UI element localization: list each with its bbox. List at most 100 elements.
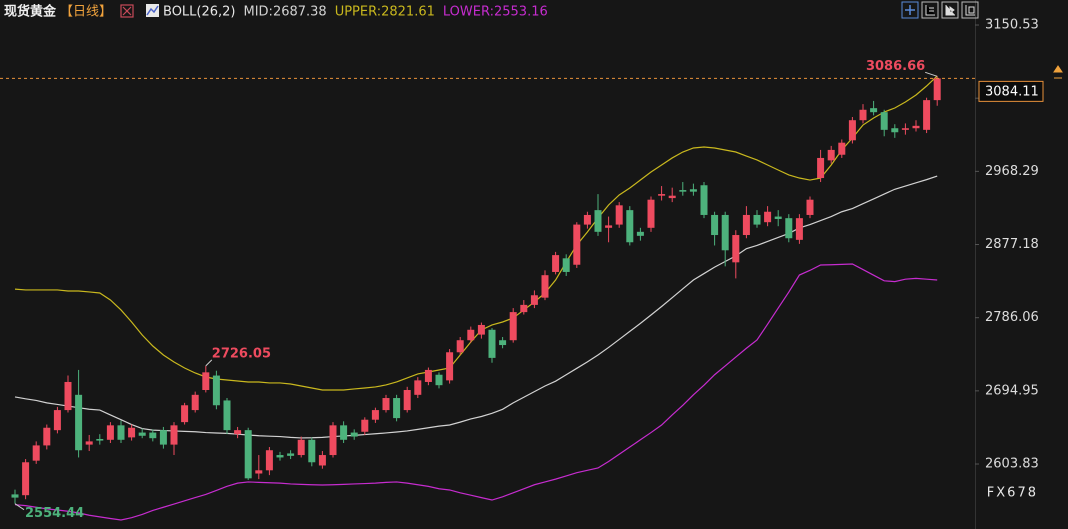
annotation-leader [205,359,213,367]
candle-body [43,427,51,446]
candle-body [583,214,591,225]
candle-body [901,128,909,130]
y-axis: 3150.533059.412968.292877.182786.062694.… [975,18,1044,472]
candle-body [912,125,920,129]
candle-body [361,419,369,432]
candle-body [318,455,326,466]
candle-body [244,430,252,479]
candle-body [817,157,825,179]
candle-body [499,340,507,346]
candle-body [552,255,560,272]
candle-body [626,210,634,243]
candle-body [64,381,72,411]
candle-body [159,430,167,445]
annotation-leader [14,503,25,511]
candle-body [128,427,136,438]
y-tick-label: 2968.29 [985,164,1039,179]
scroll-marker[interactable] [1053,65,1063,79]
price-label-box [978,80,1044,102]
candle-body [403,390,411,411]
candle-body [711,214,719,236]
candle-body [106,425,114,440]
annotation-leader [925,71,938,77]
candle-body [424,369,432,382]
candle-body [53,410,61,431]
candle-body [435,374,443,386]
candle-body [848,120,856,141]
chart-title: 现货黄金 [4,4,57,20]
indicator-name: BOLL(26,2) [163,5,236,20]
candle-body [350,432,358,437]
indicator-readout: MID:2687.38 [244,5,327,20]
high-annotation: 2726.05 [212,346,271,361]
plot-area: 3086.66 2554.44 2726.05 [0,59,975,521]
candle-body [191,394,199,411]
candle-body [340,425,348,440]
candle-body [414,380,422,395]
candle-body [509,312,517,341]
candle-body [382,398,390,411]
candle-body [721,214,729,251]
tool-button[interactable] [961,1,979,19]
candle-body [446,352,454,381]
candle-body [456,340,464,353]
candle-body [541,275,549,298]
candle-body [181,405,189,423]
candle-body [647,199,655,228]
candle-body [605,225,613,228]
tool-button[interactable] [921,1,939,19]
candle-body [742,214,750,236]
band-line [14,75,938,391]
candle-body [234,430,242,435]
candle-body [880,112,888,130]
candle-body [658,194,666,196]
indicator-icon[interactable] [146,4,159,17]
candle-body [689,189,697,192]
low-annotation: 2554.44 [25,506,84,521]
header: 现货黄金 【日线】 BOLL(26,2) MID:2687.38 UPPER:28… [4,4,548,20]
tool-button[interactable] [941,1,959,19]
candle-body [255,470,263,474]
candle-body [891,128,899,133]
zoom-button[interactable] [901,1,919,19]
candle-body [732,235,740,263]
candle-body [467,329,475,341]
y-tick-label: 3150.53 [985,18,1039,33]
candle-body [520,304,528,313]
candle-body [774,216,782,219]
candle-body [75,394,83,451]
candle-body [700,185,708,215]
toolbar [901,1,979,19]
candle-body [679,190,687,192]
candle-body [827,149,835,161]
candle-body [562,258,570,272]
band-line [14,175,938,439]
candle-body [138,432,146,436]
candle-body [393,398,401,419]
candle-body [32,445,40,461]
watermark: FX678 [987,486,1038,501]
candle-body [668,195,676,199]
candle-body [11,494,19,498]
candle-body [488,329,496,358]
settings-icon[interactable] [120,4,134,18]
y-tick-label: 2877.18 [985,237,1039,252]
candle-body [276,455,284,458]
candle-body [923,100,931,130]
candle-body [933,78,941,101]
candle-body [265,450,273,471]
price-label: 3084.11 [985,84,1039,99]
candle-body [806,199,814,215]
band-line [14,263,938,521]
y-tick-label: 2786.06 [985,310,1039,325]
candle-body [764,211,772,223]
indicator-readout: UPPER:2821.61 [335,5,435,20]
candle-body [96,438,104,441]
candle-body [859,109,867,121]
candle-body [838,142,846,155]
candle-body [371,410,379,420]
candle-body [202,372,210,391]
